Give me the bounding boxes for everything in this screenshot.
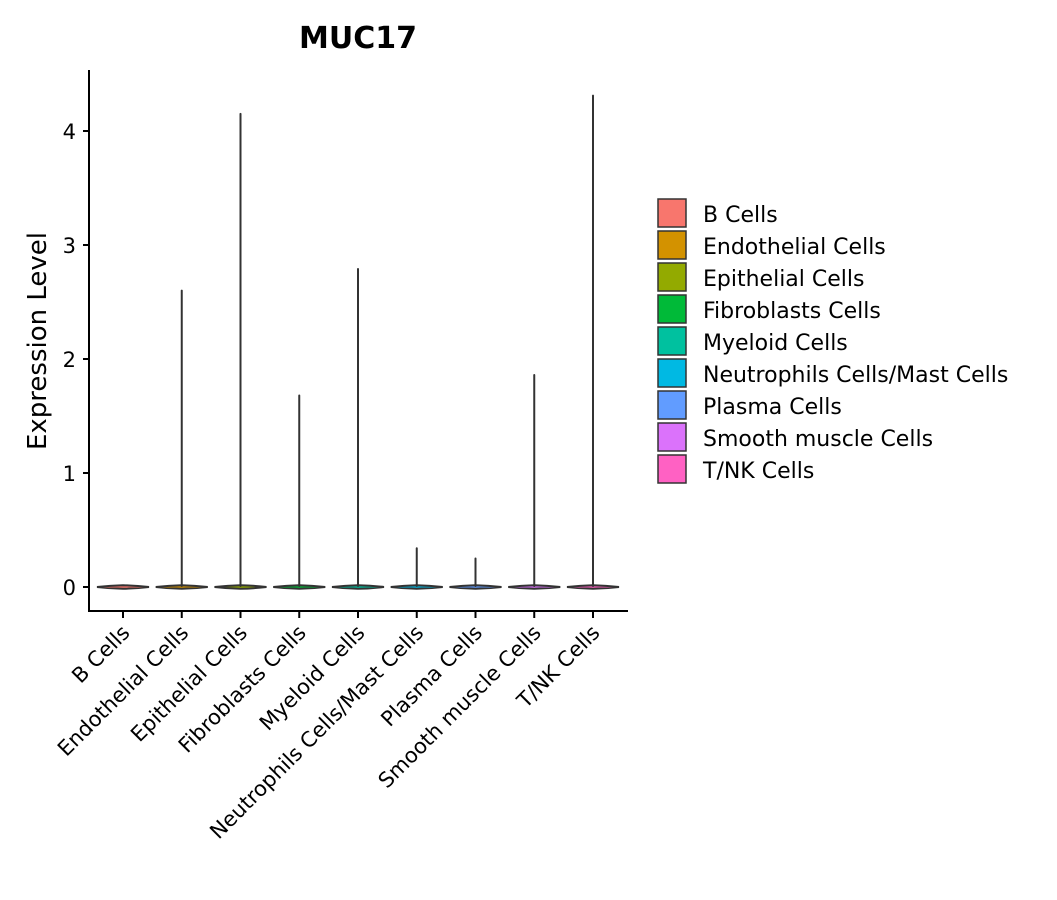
violin [331,267,385,590]
legend-label: B Cells [703,203,778,228]
legend-label: Fibroblasts Cells [703,299,881,324]
y-tick-label: 1 [63,462,76,486]
legend-label: Smooth muscle Cells [703,427,933,452]
legend-swatch [657,390,687,420]
legend-label: T/NK Cells [702,459,814,484]
violin [508,373,561,590]
legend-label: Endothelial Cells [703,235,886,260]
legend-label: Myeloid Cells [703,331,848,356]
y-tick-label: 3 [63,234,76,258]
x-tick-label: Myeloid Cells [255,621,370,736]
legend-swatch [657,422,687,452]
chart-title: MUC17 [299,21,417,56]
legend-swatch [657,294,687,324]
legend-swatch [657,454,687,484]
violin [273,394,326,590]
legend-swatch [657,230,687,260]
legend-label: Plasma Cells [703,395,842,420]
y-axis-title: Expression Level [23,232,53,450]
x-tick-label: Plasma Cells [376,621,487,732]
y-tick-label: 4 [63,120,76,144]
violin [449,557,502,590]
y-tick-label: 2 [63,348,76,372]
violin [96,584,150,590]
legend-swatch [657,262,687,292]
legend-label: Neutrophils Cells/Mast Cells [703,363,1008,388]
legend-label: Epithelial Cells [703,267,864,292]
violin [214,112,267,590]
violin [390,547,443,590]
legend: B Cells Endothelial Cells Epithelial Cells… [657,198,1008,484]
legend-swatch [657,326,687,356]
x-tick-label: Neutrophils Cells/Mast Cells [205,621,428,844]
legend-swatch [657,358,687,388]
legend-swatch [657,198,687,228]
violin-body [96,584,150,590]
y-tick-label: 0 [63,576,76,600]
violin [566,94,620,590]
violin [155,289,208,590]
